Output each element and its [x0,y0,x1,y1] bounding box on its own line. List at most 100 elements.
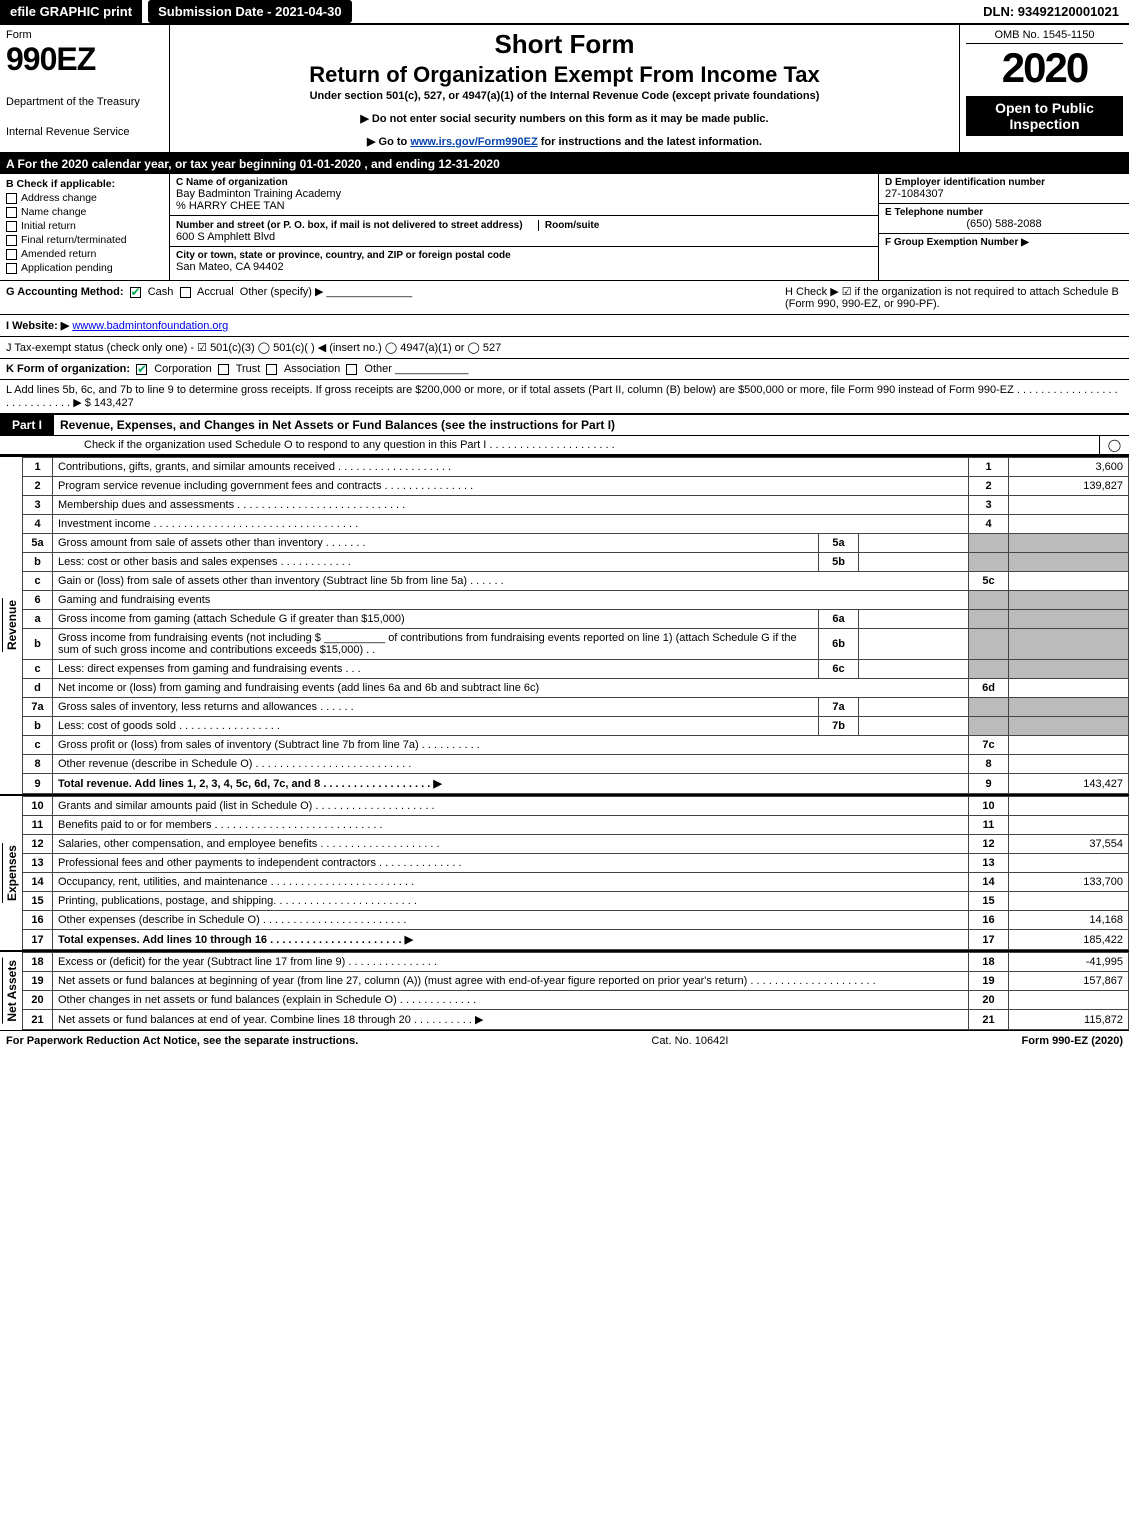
line-8: 8Other revenue (describe in Schedule O) … [23,755,1129,774]
section-b-title: B Check if applicable: [6,178,163,190]
line-10: 10Grants and similar amounts paid (list … [23,797,1129,816]
care-of: % HARRY CHEE TAN [176,200,872,212]
short-form-title: Short Form [176,29,953,60]
phone-cell: E Telephone number (650) 588-2088 [879,204,1129,234]
chk-amended-return[interactable]: Amended return [6,248,163,260]
street-address: 600 S Amphlett Blvd [176,231,872,243]
section-l: L Add lines 5b, 6c, and 7b to line 9 to … [0,380,1129,414]
line-5b: bLess: cost or other basis and sales exp… [23,553,1129,572]
line-3: 3Membership dues and assessments . . . .… [23,496,1129,515]
street-cell: Number and street (or P. O. box, if mail… [170,216,878,247]
return-subtitle: Under section 501(c), 527, or 4947(a)(1)… [176,90,953,102]
footer-cat-no: Cat. No. 10642I [651,1035,728,1047]
room-label: Room/suite [538,220,599,231]
net-assets-vertical-label: Net Assets [0,952,22,1030]
line-1: 1Contributions, gifts, grants, and simil… [23,458,1129,477]
g-other: Other (specify) ▶ [240,286,324,298]
h-text: H Check ▶ ☑ if the organization is not r… [785,286,1119,310]
revenue-table: 1Contributions, gifts, grants, and simil… [22,457,1129,794]
chk-final-return[interactable]: Final return/terminated [6,234,163,246]
city-label: City or town, state or province, country… [176,250,872,261]
l-text: L Add lines 5b, 6c, and 7b to line 9 to … [6,384,1118,409]
org-name-cell: C Name of organization Bay Badminton Tra… [170,174,878,216]
line-7c: cGross profit or (loss) from sales of in… [23,736,1129,755]
part1-header-row: Part I Revenue, Expenses, and Changes in… [0,414,1129,436]
topbar: efile GRAPHIC print Submission Date - 20… [0,0,1129,25]
section-j: J Tax-exempt status (check only one) - ☑… [0,337,1129,359]
tax-year: 2020 [966,44,1123,92]
section-a-tax-year: A For the 2020 calendar year, or tax yea… [0,154,1129,174]
line-2: 2Program service revenue including gover… [23,477,1129,496]
section-k: K Form of organization: Corporation Trus… [0,359,1129,380]
chk-corporation[interactable] [136,364,147,375]
revenue-section: Revenue 1Contributions, gifts, grants, a… [0,455,1129,794]
g-label: G Accounting Method: [6,286,124,298]
part1-schedO-text: Check if the organization used Schedule … [4,439,615,451]
line-6a: aGross income from gaming (attach Schedu… [23,610,1129,629]
section-g: G Accounting Method: Cash Accrual Other … [0,281,779,314]
dln-label: DLN: 93492120001021 [973,0,1129,23]
chk-accrual[interactable] [180,287,191,298]
org-name-label: C Name of organization [176,177,872,188]
line-12: 12Salaries, other compensation, and empl… [23,835,1129,854]
net-assets-section: Net Assets 18Excess or (deficit) for the… [0,950,1129,1030]
chk-association[interactable] [266,364,277,375]
line-15: 15Printing, publications, postage, and s… [23,892,1129,911]
footer-paperwork: For Paperwork Reduction Act Notice, see … [6,1035,358,1047]
city-cell: City or town, state or province, country… [170,247,878,276]
chk-address-change[interactable]: Address change [6,192,163,204]
goto-post: for instructions and the latest informat… [538,136,762,148]
chk-name-change[interactable]: Name change [6,206,163,218]
k-assoc: Association [284,363,340,375]
dept-treasury: Department of the Treasury [6,96,163,108]
website-link[interactable]: wwww.badmintonfoundation.org [72,320,228,332]
line-6b: bGross income from fundraising events (n… [23,629,1129,660]
info-grid: B Check if applicable: Address change Na… [0,174,1129,281]
net-assets-table: 18Excess or (deficit) for the year (Subt… [22,952,1129,1030]
chk-application-pending[interactable]: Application pending [6,262,163,274]
line-17: 17Total expenses. Add lines 10 through 1… [23,930,1129,950]
line-6d: dNet income or (loss) from gaming and fu… [23,679,1129,698]
line-18: 18Excess or (deficit) for the year (Subt… [23,953,1129,972]
omb-number: OMB No. 1545-1150 [966,29,1123,44]
chk-trust[interactable] [218,364,229,375]
line-19: 19Net assets or fund balances at beginni… [23,972,1129,991]
chk-label: Address change [21,192,97,204]
goto-pre: ▶ Go to [367,136,410,148]
g-cash: Cash [148,286,174,298]
header-left: Form 990EZ Department of the Treasury In… [0,25,170,152]
phone-value: (650) 588-2088 [885,218,1123,230]
j-text: J Tax-exempt status (check only one) - ☑… [6,342,501,354]
chk-label: Name change [21,206,86,218]
section-c: C Name of organization Bay Badminton Tra… [170,174,879,280]
line-7a: 7aGross sales of inventory, less returns… [23,698,1129,717]
chk-other-org[interactable] [346,364,357,375]
footer-form-ref: Form 990-EZ (2020) [1022,1035,1123,1047]
g-accrual: Accrual [197,286,234,298]
submission-date-badge: Submission Date - 2021-04-30 [148,0,352,23]
line-5c: cGain or (loss) from sale of assets othe… [23,572,1129,591]
revenue-vertical-label: Revenue [0,457,22,794]
goto-line: ▶ Go to www.irs.gov/Form990EZ for instru… [176,135,953,148]
page-footer: For Paperwork Reduction Act Notice, see … [0,1030,1129,1051]
header-center: Short Form Return of Organization Exempt… [170,25,959,152]
section-g-h: G Accounting Method: Cash Accrual Other … [0,281,1129,315]
chk-label: Application pending [21,262,113,274]
ein-value: 27-1084307 [885,188,1123,200]
chk-initial-return[interactable]: Initial return [6,220,163,232]
open-public-badge: Open to Public Inspection [966,96,1123,136]
form-header: Form 990EZ Department of the Treasury In… [0,25,1129,154]
line-9: 9Total revenue. Add lines 1, 2, 3, 4, 5c… [23,774,1129,794]
efile-print-button[interactable]: efile GRAPHIC print [0,0,142,23]
k-other: Other [364,363,392,375]
irs-link[interactable]: www.irs.gov/Form990EZ [410,136,537,148]
chk-cash[interactable] [130,287,141,298]
line-14: 14Occupancy, rent, utilities, and mainte… [23,873,1129,892]
line-7b: bLess: cost of goods sold . . . . . . . … [23,717,1129,736]
part1-badge: Part I [0,415,54,435]
group-exemption-cell: F Group Exemption Number ▶ [879,234,1129,251]
city-state-zip: San Mateo, CA 94402 [176,261,872,273]
line-6: 6Gaming and fundraising events [23,591,1129,610]
part1-schedO-checkbox[interactable]: ◯ [1099,436,1129,454]
section-i: I Website: ▶ wwww.badmintonfoundation.or… [0,315,1129,337]
